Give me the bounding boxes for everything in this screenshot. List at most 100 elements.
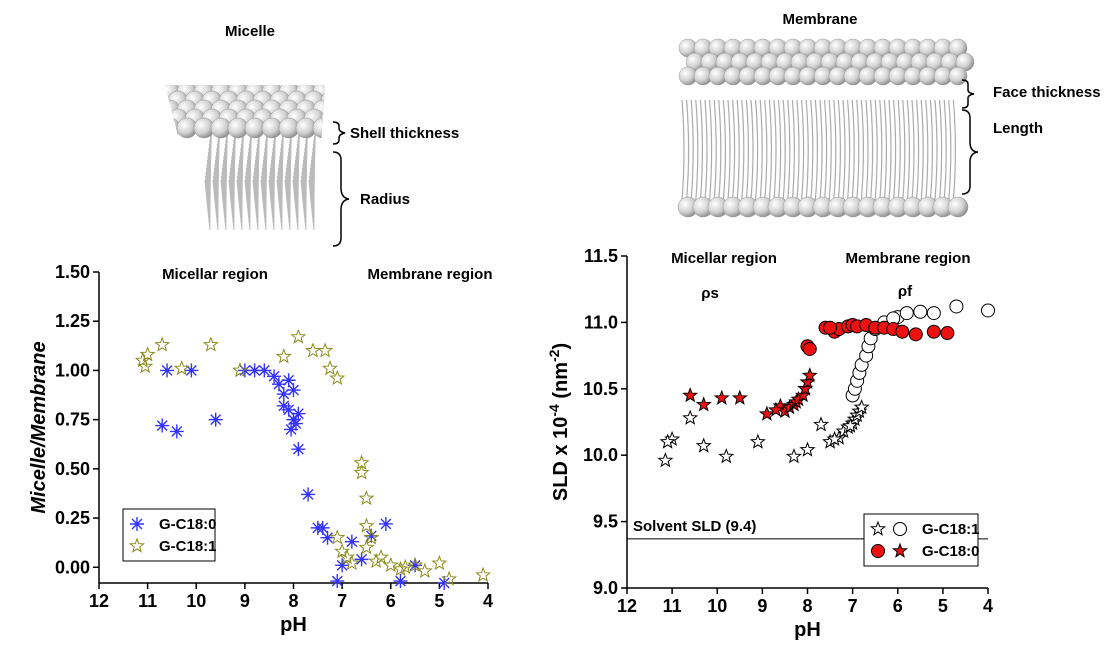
asterisk-point <box>320 530 335 545</box>
lipid-tail <box>906 99 910 201</box>
asterisk-point <box>160 363 175 378</box>
annotation: Membrane region <box>367 266 492 283</box>
star-point <box>329 369 346 386</box>
x-tick-label: 12 <box>617 596 637 616</box>
asterisk-point <box>257 363 272 378</box>
legend-marker <box>130 517 144 531</box>
lipid-tail <box>787 99 791 201</box>
annotation: ρf <box>898 283 913 300</box>
lipid-tail <box>925 99 929 201</box>
annotation: Micellar region <box>162 266 268 283</box>
star-point <box>173 359 190 376</box>
lipid-tail <box>911 99 915 201</box>
micelle-title: Micelle <box>225 23 275 40</box>
star-point <box>358 539 375 555</box>
lipid-tail <box>897 99 901 201</box>
lipid-tail <box>856 99 860 201</box>
asterisk-point <box>344 534 359 549</box>
micelle-label: Radius <box>360 191 410 208</box>
asterisk-point <box>286 412 301 427</box>
star-point <box>826 430 843 447</box>
lipid-tail <box>847 99 851 201</box>
asterisk-point <box>288 416 303 431</box>
brace <box>332 121 346 145</box>
circle-point <box>940 326 955 341</box>
legend-marker <box>869 520 887 536</box>
lipid-tail <box>828 99 832 201</box>
lipid-tail <box>736 99 740 201</box>
y-tick-label: 9.5 <box>593 512 618 532</box>
legend-label: G-C18:0 <box>922 543 980 560</box>
star-point <box>718 448 735 464</box>
y-tick-label: 11.0 <box>584 312 618 332</box>
star-point <box>767 401 784 417</box>
circle-point <box>926 324 941 339</box>
brace <box>961 109 979 195</box>
circle-point <box>802 341 817 356</box>
lipid-tail <box>883 99 887 201</box>
lipid-tail <box>934 99 938 201</box>
star-point <box>275 348 292 364</box>
star-point <box>431 554 448 571</box>
y-axis-label-part: (nm <box>550 362 572 404</box>
asterisk-point <box>247 363 262 378</box>
star-point <box>358 517 375 533</box>
circle-point <box>949 299 964 314</box>
x-tick-label: 11 <box>663 596 682 616</box>
y-tick-label: 9.0 <box>593 578 618 598</box>
star-point <box>475 566 492 582</box>
lipid-tail <box>755 99 759 201</box>
lipid-tail <box>778 99 782 201</box>
brace <box>332 151 350 247</box>
micelle-label: Shell thickness <box>350 125 459 142</box>
legend-marker <box>893 522 907 536</box>
lipid-tail <box>943 99 947 201</box>
lipid-tail <box>718 99 722 201</box>
star-point <box>304 342 321 358</box>
star-point <box>407 556 424 573</box>
lipid-tail <box>865 99 869 201</box>
y-tick-label: 11.5 <box>584 246 618 266</box>
lipid-tail <box>690 99 694 201</box>
annotation: Membrane region <box>845 250 970 267</box>
star-point <box>731 389 748 405</box>
lipid-tail <box>801 99 805 201</box>
asterisk-point <box>364 528 379 543</box>
lipid-tail <box>952 99 956 201</box>
asterisk-point <box>271 377 286 392</box>
legend-box <box>122 508 216 562</box>
legend-marker <box>871 544 885 558</box>
y-axis-label-part: ) <box>550 343 572 350</box>
star-point <box>139 346 156 362</box>
lipid-tail <box>709 99 713 201</box>
lipid-tail <box>870 99 874 201</box>
star-point <box>358 489 375 506</box>
star-point <box>441 570 458 586</box>
asterisk-point <box>354 552 369 567</box>
annotation: Micellar region <box>671 250 777 267</box>
lipid-tail <box>888 99 892 201</box>
lipid-head <box>320 90 325 112</box>
y-tick-label: 0.25 <box>55 508 90 528</box>
star-point <box>321 359 338 376</box>
lipid-tail <box>695 99 699 201</box>
circle-point <box>823 320 838 335</box>
x-tick-label: 6 <box>893 596 903 616</box>
membrane-title: Membrane <box>782 11 857 28</box>
y-axis-label-part: -4 <box>546 404 562 417</box>
x-tick-label: 7 <box>337 591 347 611</box>
star-point <box>397 558 414 575</box>
star-point <box>758 405 775 421</box>
lipid-tail <box>796 99 800 201</box>
star-point <box>813 416 830 432</box>
lipid-tail <box>745 99 749 201</box>
lipid-tail <box>860 99 864 201</box>
legend-marker <box>891 542 909 558</box>
star-point <box>134 352 151 368</box>
asterisk-point <box>281 402 296 417</box>
y-tick-label: 0.75 <box>55 410 90 430</box>
star-point <box>695 396 712 412</box>
annotation: ρs <box>701 285 719 302</box>
lipid-tail <box>791 99 795 201</box>
lipid-tail <box>782 99 786 201</box>
